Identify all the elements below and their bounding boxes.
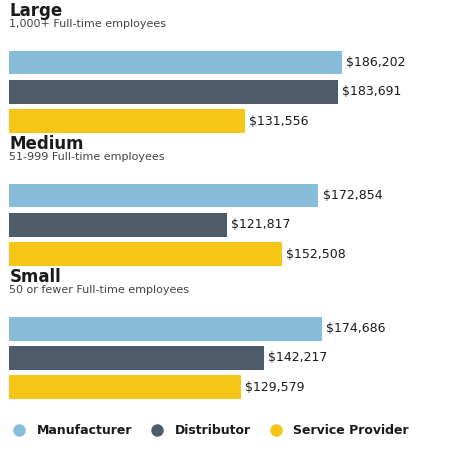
Text: 50 or fewer Full-time employees: 50 or fewer Full-time employees [9, 285, 190, 295]
Text: $186,202: $186,202 [346, 56, 406, 69]
Text: Medium: Medium [9, 135, 84, 153]
Bar [9, 80, 337, 104]
Bar [9, 109, 245, 133]
Bar [9, 183, 319, 207]
Text: $183,691: $183,691 [342, 85, 401, 98]
Text: $174,686: $174,686 [326, 322, 385, 335]
Bar [9, 346, 264, 370]
Text: 1,000+ Full-time employees: 1,000+ Full-time employees [9, 19, 166, 29]
Bar [9, 242, 282, 266]
Text: Large: Large [9, 2, 63, 20]
Text: $121,817: $121,817 [231, 219, 291, 231]
Text: $142,217: $142,217 [268, 351, 327, 364]
Bar [9, 375, 241, 399]
Text: $129,579: $129,579 [245, 381, 305, 394]
Bar [9, 213, 227, 237]
Bar [9, 317, 321, 341]
Legend: Manufacturer, Distributor, Service Provider: Manufacturer, Distributor, Service Provi… [7, 424, 409, 437]
Text: Small: Small [9, 268, 61, 286]
Text: $172,854: $172,854 [323, 189, 382, 202]
Text: $152,508: $152,508 [286, 248, 346, 260]
Text: 51-999 Full-time employees: 51-999 Full-time employees [9, 152, 165, 162]
Text: $131,556: $131,556 [249, 114, 308, 128]
Bar [9, 51, 342, 75]
